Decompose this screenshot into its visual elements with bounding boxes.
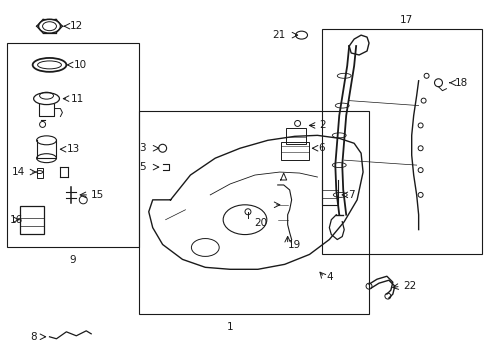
Text: 8: 8 [30,332,37,342]
Text: 7: 7 [347,190,354,200]
Text: 13: 13 [66,144,80,154]
Bar [139,111,368,314]
Text: 1: 1 [226,322,233,332]
Text: 9: 9 [69,255,76,265]
Text: 16: 16 [10,215,23,225]
Text: 17: 17 [399,15,412,25]
Bar [7,43,139,247]
Text: 20: 20 [254,218,267,228]
Text: 4: 4 [325,272,332,282]
Text: 5: 5 [139,162,145,172]
Bar [20,206,43,234]
Text: 2: 2 [319,121,325,130]
Text: 6: 6 [318,143,325,153]
Text: 12: 12 [69,21,82,31]
Bar [37,168,42,178]
Text: 22: 22 [402,281,415,291]
Text: 14: 14 [12,167,25,177]
Text: 15: 15 [91,190,104,200]
Text: 11: 11 [70,94,83,104]
Bar [285,129,305,144]
Text: 10: 10 [73,60,86,70]
Text: 3: 3 [139,143,145,153]
Bar [280,142,308,160]
Text: 19: 19 [287,239,301,249]
Text: 18: 18 [453,78,467,88]
Text: 21: 21 [272,30,285,40]
Bar [322,29,481,255]
